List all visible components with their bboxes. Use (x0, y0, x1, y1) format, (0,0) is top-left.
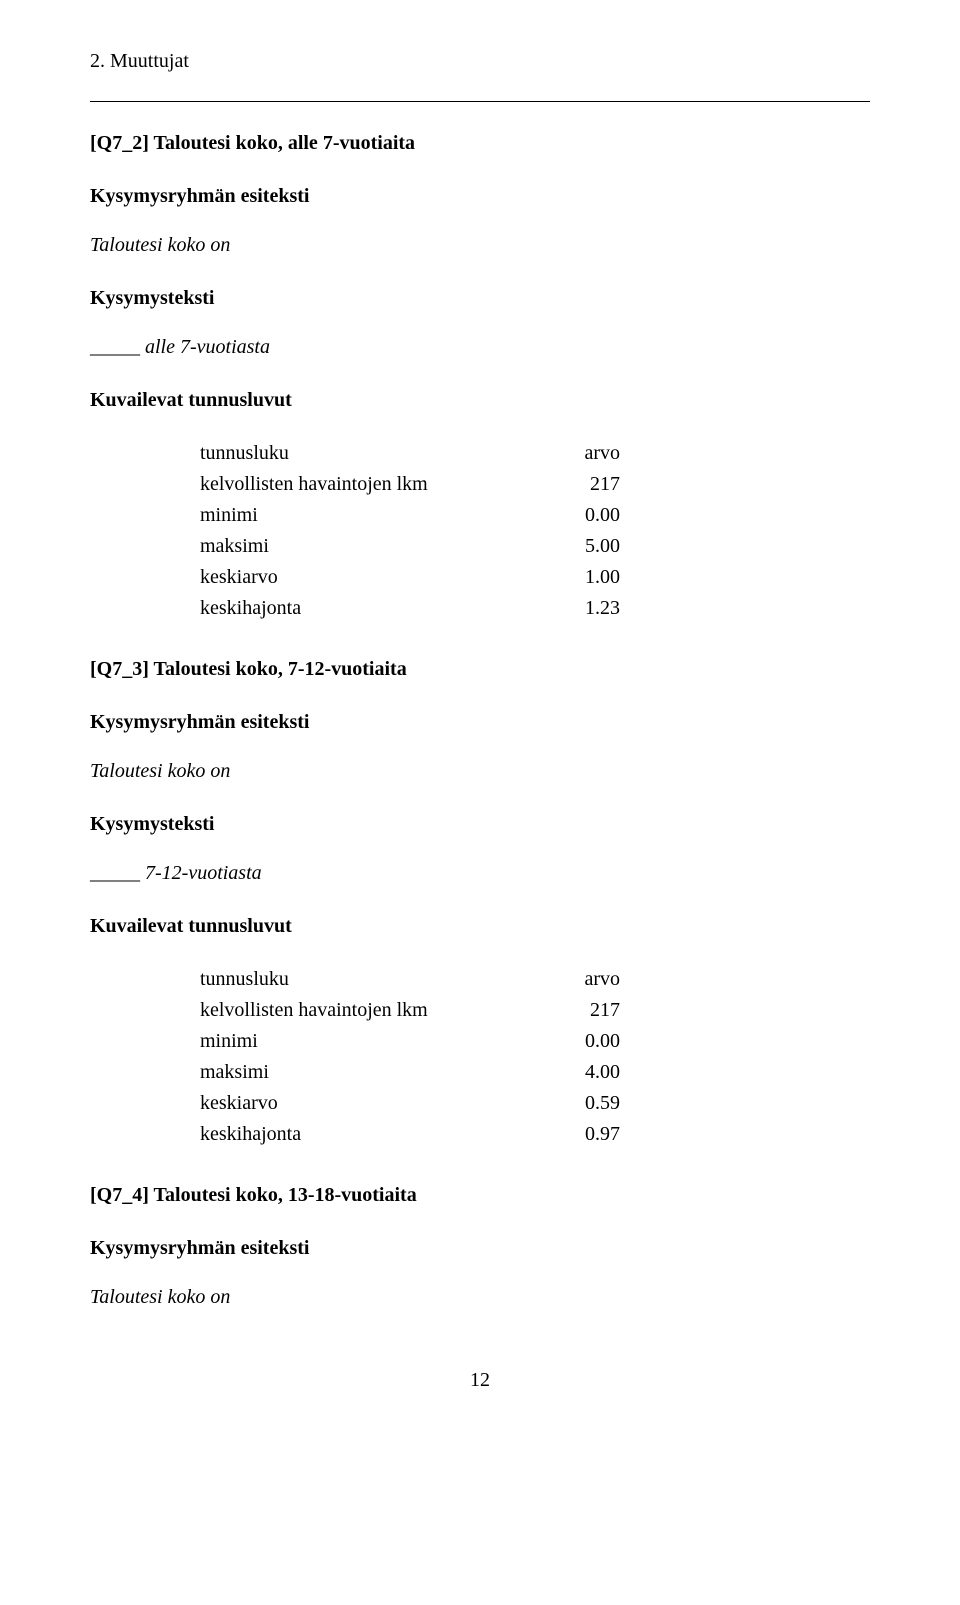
table-row: maksimi 4.00 (200, 1057, 870, 1088)
row-value: 0.97 (540, 1119, 620, 1150)
row-label: kelvollisten havaintojen lkm (200, 469, 540, 500)
row-label: kelvollisten havaintojen lkm (200, 995, 540, 1026)
page-number: 12 (90, 1369, 870, 1392)
table-row: kelvollisten havaintojen lkm 217 (200, 469, 870, 500)
q7-3-question-text: _____ 7-12-vuotiasta (90, 862, 870, 885)
q7-4-group-text: Taloutesi koko on (90, 1286, 870, 1309)
q7-3-group-text: Taloutesi koko on (90, 760, 870, 783)
section-rule (90, 101, 870, 102)
row-value: 217 (540, 995, 620, 1026)
table-row: minimi 0.00 (200, 500, 870, 531)
q7-3-heading: [Q7_3] Taloutesi koko, 7-12-vuotiaita (90, 658, 870, 681)
col-value: arvo (540, 964, 620, 995)
row-value: 0.59 (540, 1088, 620, 1119)
q7-2-question-label: Kysymysteksti (90, 287, 870, 310)
table-row: keskihajonta 0.97 (200, 1119, 870, 1150)
row-label: keskihajonta (200, 1119, 540, 1150)
row-label: minimi (200, 500, 540, 531)
q7-3-stats-table: tunnusluku arvo kelvollisten havaintojen… (90, 964, 870, 1150)
table-header: tunnusluku arvo (200, 438, 870, 469)
q7-3-question-label: Kysymysteksti (90, 813, 870, 836)
q7-3-group-label: Kysymysryhmän esiteksti (90, 711, 870, 734)
row-label: minimi (200, 1026, 540, 1057)
row-label: keskihajonta (200, 593, 540, 624)
section-title: 2. Muuttujat (90, 50, 870, 73)
q7-3-stats-label: Kuvailevat tunnusluvut (90, 915, 870, 938)
row-value: 4.00 (540, 1057, 620, 1088)
row-label: keskiarvo (200, 1088, 540, 1119)
row-value: 217 (540, 469, 620, 500)
q7-2-stats-table: tunnusluku arvo kelvollisten havaintojen… (90, 438, 870, 624)
row-value: 1.23 (540, 593, 620, 624)
row-label: maksimi (200, 1057, 540, 1088)
col-label: tunnusluku (200, 438, 540, 469)
q7-4-group-label: Kysymysryhmän esiteksti (90, 1237, 870, 1260)
q7-2-question-text: _____ alle 7-vuotiasta (90, 336, 870, 359)
table-row: keskiarvo 0.59 (200, 1088, 870, 1119)
table-header: tunnusluku arvo (200, 964, 870, 995)
row-label: maksimi (200, 531, 540, 562)
q7-2-stats-label: Kuvailevat tunnusluvut (90, 389, 870, 412)
q7-2-heading: [Q7_2] Taloutesi koko, alle 7-vuotiaita (90, 132, 870, 155)
row-value: 0.00 (540, 500, 620, 531)
table-row: keskihajonta 1.23 (200, 593, 870, 624)
table-row: minimi 0.00 (200, 1026, 870, 1057)
col-value: arvo (540, 438, 620, 469)
q7-2-group-text: Taloutesi koko on (90, 234, 870, 257)
q7-2-group-label: Kysymysryhmän esiteksti (90, 185, 870, 208)
row-value: 1.00 (540, 562, 620, 593)
q7-4-heading: [Q7_4] Taloutesi koko, 13-18-vuotiaita (90, 1184, 870, 1207)
row-value: 5.00 (540, 531, 620, 562)
row-value: 0.00 (540, 1026, 620, 1057)
row-label: keskiarvo (200, 562, 540, 593)
table-row: kelvollisten havaintojen lkm 217 (200, 995, 870, 1026)
col-label: tunnusluku (200, 964, 540, 995)
table-row: maksimi 5.00 (200, 531, 870, 562)
table-row: keskiarvo 1.00 (200, 562, 870, 593)
